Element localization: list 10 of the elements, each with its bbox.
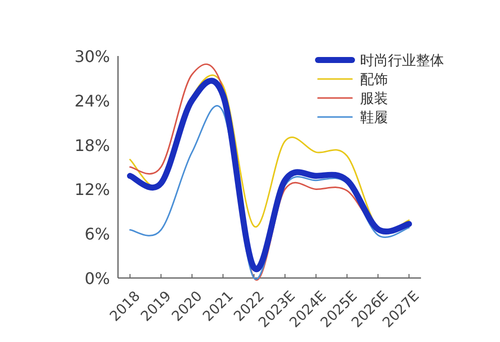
legend-label: 鞋履 [360, 110, 388, 126]
y-tick-label: 24% [74, 91, 110, 110]
y-tick-label: 6% [84, 224, 110, 244]
legend-label: 时尚行业整体 [360, 53, 444, 69]
y-tick-label: 0% [84, 269, 110, 288]
y-tick-label: 18% [74, 136, 110, 155]
y-tick-label: 12% [74, 180, 110, 200]
legend-label: 服装 [360, 91, 388, 107]
legend-label: 配饰 [360, 72, 388, 88]
y-tick-label: 30% [74, 47, 110, 66]
